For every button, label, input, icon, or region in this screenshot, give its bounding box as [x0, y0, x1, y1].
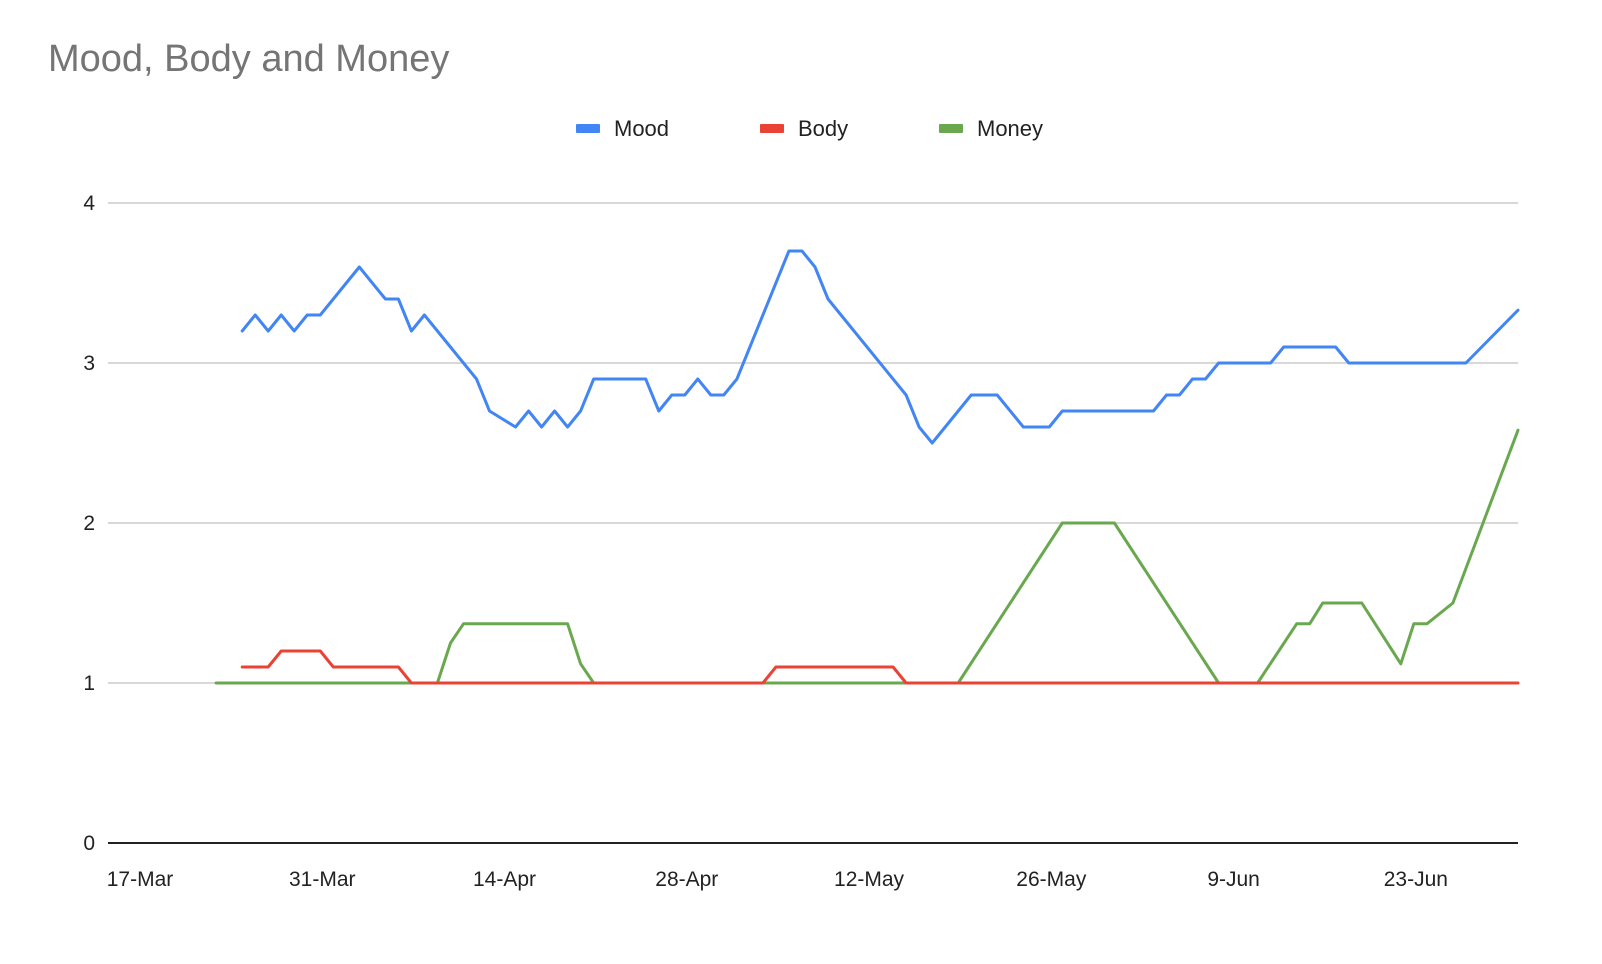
- legend-swatch-body: [760, 124, 784, 133]
- x-tick-label: 26-May: [1016, 868, 1087, 891]
- x-tick-label: 31-Mar: [289, 868, 356, 891]
- series-line-body: [240, 649, 1520, 685]
- y-axis-ticks: 0 1 2 3 4: [83, 192, 95, 855]
- legend-swatch-mood: [576, 124, 600, 133]
- x-axis-ticks: 17-Mar 31-Mar 14-Apr 28-Apr 12-May 26-May 9-Ju…: [107, 868, 1448, 891]
- y-tick-label: 1: [83, 672, 95, 695]
- x-tick-label: 14-Apr: [473, 868, 536, 891]
- y-tick-label: 3: [83, 352, 95, 375]
- y-tick-label: 4: [83, 192, 95, 215]
- legend-swatch-money: [939, 124, 963, 133]
- chart-legend: Mood Body Money: [576, 116, 1043, 141]
- legend-label-body: Body: [798, 116, 848, 141]
- series-line-money: [214, 428, 1520, 685]
- series-lines: [214, 249, 1520, 685]
- y-tick-label: 0: [83, 832, 95, 855]
- y-tick-label: 2: [83, 512, 95, 535]
- x-tick-label: 17-Mar: [107, 868, 174, 891]
- x-tick-label: 12-May: [834, 868, 905, 891]
- x-tick-label: 23-Jun: [1384, 868, 1448, 891]
- x-tick-label: 28-Apr: [655, 868, 718, 891]
- legend-label-money: Money: [977, 116, 1043, 141]
- chart-title: Mood, Body and Money: [48, 38, 450, 80]
- series-line-mood: [240, 249, 1520, 445]
- gridlines: [108, 202, 1518, 684]
- legend-label-mood: Mood: [614, 116, 669, 141]
- x-tick-label: 9-Jun: [1207, 868, 1260, 891]
